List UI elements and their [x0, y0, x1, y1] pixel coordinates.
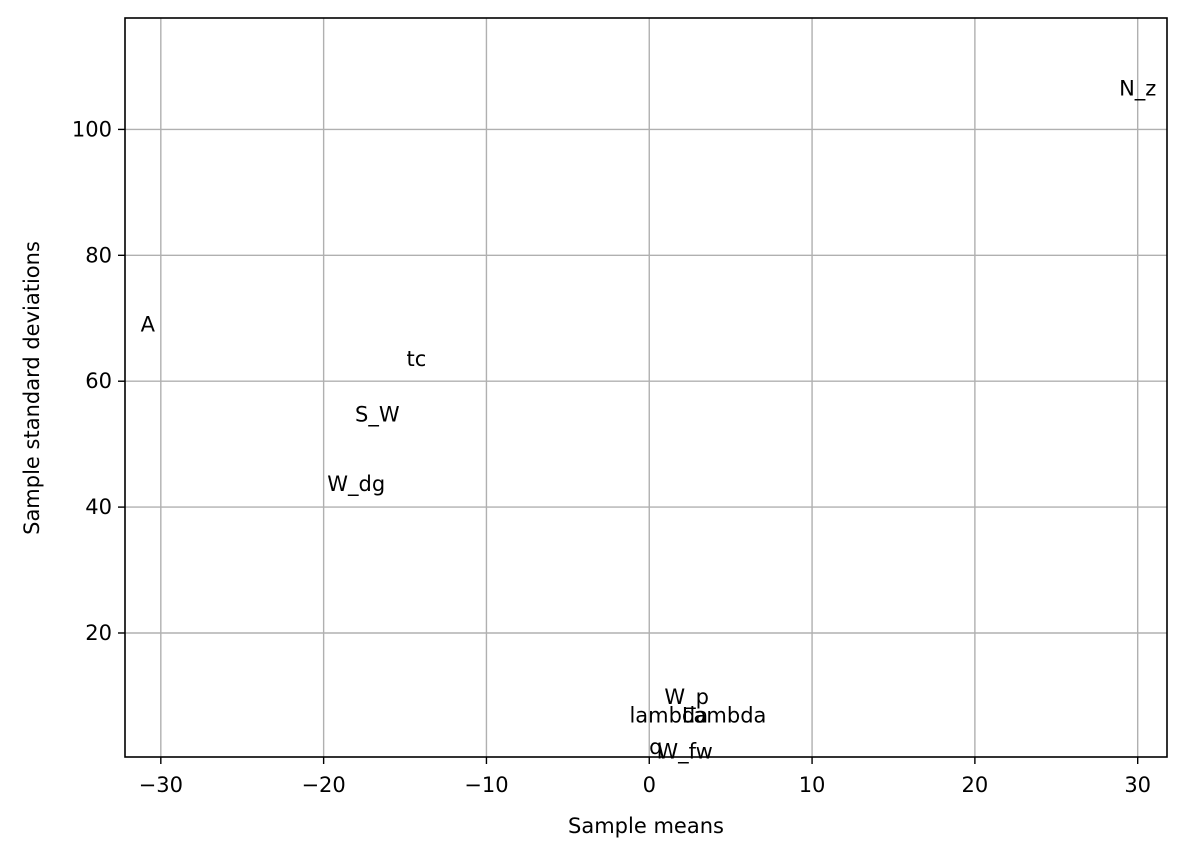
point-label: lambda: [629, 703, 708, 727]
y-tick-label: 20: [85, 621, 112, 645]
point-label: A: [141, 313, 156, 337]
point-label: tc: [407, 347, 427, 371]
point-label: Lambda: [682, 703, 767, 727]
x-tick-label: 10: [799, 773, 826, 797]
point-label: N_z: [1119, 77, 1156, 102]
y-axis-title: Sample standard deviations: [20, 241, 44, 535]
plot-frame: [124, 17, 1168, 758]
x-tick-label: 30: [1124, 773, 1151, 797]
y-tick-label: 80: [85, 243, 112, 267]
x-tick-label: 0: [643, 773, 656, 797]
y-tick-label: 40: [85, 495, 112, 519]
point-label: W_dg: [327, 472, 385, 497]
point-label: q: [649, 735, 662, 759]
grid: [125, 18, 1167, 757]
point-label: W_p: [664, 685, 709, 710]
point-label: S_W: [355, 403, 400, 428]
x-axis-title: Sample means: [568, 814, 724, 838]
axis-ticks: −30 −20 −10 0 10 20 30 20 40 60 80 100: [72, 117, 1151, 797]
y-tick-label: 100: [72, 117, 112, 141]
x-tick-label: 20: [962, 773, 989, 797]
x-tick-label: −30: [139, 773, 183, 797]
point-label: W_fw: [657, 739, 712, 764]
y-tick-label: 60: [85, 369, 112, 393]
x-tick-label: −20: [301, 773, 345, 797]
x-tick-label: −10: [464, 773, 508, 797]
